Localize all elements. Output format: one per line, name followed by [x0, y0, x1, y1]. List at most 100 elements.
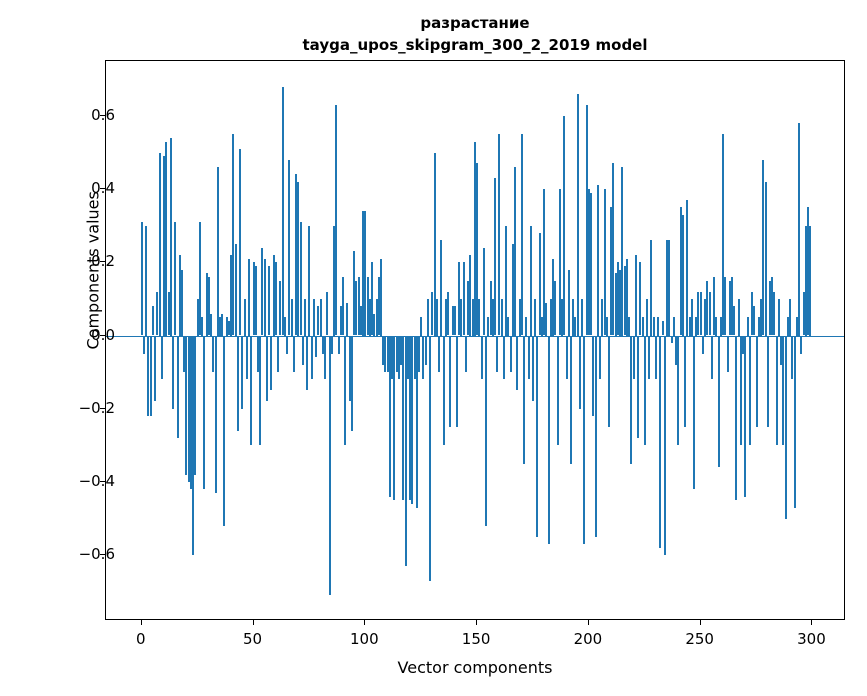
bar [574, 317, 577, 336]
bar [295, 174, 298, 336]
bar [265, 335, 268, 402]
bar [780, 335, 783, 365]
bar [561, 298, 564, 336]
bar [532, 335, 534, 402]
bar [447, 291, 450, 336]
bar [690, 298, 693, 336]
bar [793, 335, 796, 508]
bar [176, 335, 179, 438]
bar [791, 335, 794, 380]
bar [328, 335, 331, 596]
bar [654, 335, 657, 380]
bar [234, 244, 237, 336]
bar [362, 211, 365, 336]
bar [476, 163, 479, 336]
bar [248, 258, 251, 336]
bar [163, 156, 166, 336]
bar [482, 247, 485, 336]
bar [333, 225, 336, 336]
bar [290, 298, 293, 336]
bar [603, 189, 606, 336]
bar [379, 258, 382, 336]
bar [402, 335, 405, 501]
bar [748, 335, 751, 446]
bar [319, 298, 322, 336]
bar [695, 317, 698, 336]
bar [203, 335, 206, 490]
plot-area [105, 60, 845, 620]
x-tick-mark [252, 620, 254, 625]
y-tick-label: 0.6 [91, 105, 115, 124]
bar [614, 273, 617, 336]
y-tick-mark [100, 188, 105, 190]
bar [442, 335, 445, 446]
bar [261, 247, 264, 336]
bar [384, 335, 387, 373]
bar [357, 276, 360, 336]
bar [578, 335, 581, 409]
bar [257, 335, 260, 373]
bar [252, 262, 255, 336]
bar [158, 152, 161, 336]
bar [520, 134, 523, 336]
bar [764, 181, 767, 336]
bar [661, 320, 664, 336]
bar [511, 244, 514, 336]
bar [181, 269, 183, 336]
bar [460, 298, 463, 336]
bar [806, 207, 809, 336]
bar [178, 254, 181, 336]
bar [697, 291, 700, 336]
bar [397, 335, 400, 380]
bar [554, 280, 557, 336]
chart-subtitle: tayga_upos_skipgram_300_2_2019 model [302, 36, 648, 54]
bar [415, 335, 418, 508]
x-tick-mark [140, 620, 142, 625]
bar [565, 335, 568, 380]
bar [169, 137, 172, 336]
bar [742, 335, 745, 354]
bar [625, 258, 628, 336]
bar [348, 335, 351, 402]
bar [753, 306, 756, 336]
bar [751, 291, 754, 336]
bar [386, 335, 389, 373]
bar [165, 141, 168, 336]
bar [433, 152, 436, 336]
x-tick-mark [587, 620, 589, 625]
bar [675, 335, 678, 365]
bar [724, 276, 727, 336]
bar [292, 335, 295, 373]
bar [189, 335, 192, 490]
bar [663, 335, 666, 556]
bar [451, 306, 454, 336]
bar [518, 298, 521, 336]
bar [715, 317, 718, 336]
bar [701, 335, 704, 354]
bar [335, 104, 338, 336]
bar [339, 306, 342, 336]
bar [572, 298, 575, 336]
bar [563, 115, 566, 336]
bar [393, 335, 396, 501]
bar [735, 335, 738, 501]
bar [478, 298, 481, 336]
bar [207, 276, 210, 336]
x-tick-label: 250 [685, 630, 714, 648]
bar [306, 335, 309, 391]
bar [277, 335, 280, 373]
bar [149, 335, 152, 417]
bar [534, 298, 537, 336]
bar [686, 200, 689, 336]
x-tick-label: 200 [573, 630, 603, 648]
bar [435, 298, 438, 336]
bar [646, 298, 649, 336]
y-tick-label: −0.4 [78, 471, 115, 490]
bar [494, 178, 496, 336]
bar [733, 306, 736, 336]
bar [728, 280, 731, 336]
zero-baseline [106, 335, 844, 337]
bar [312, 298, 315, 336]
bar [324, 335, 327, 380]
bar [496, 335, 499, 373]
